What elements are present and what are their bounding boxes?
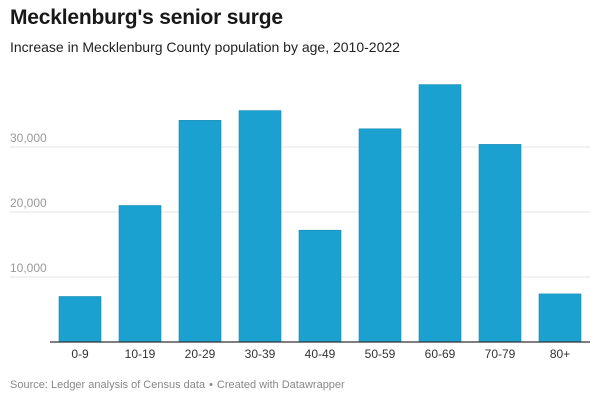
bar xyxy=(538,293,582,343)
x-tick-label: 70-79 xyxy=(485,347,516,361)
bar xyxy=(298,229,342,343)
chart-subtitle: Increase in Mecklenburg County populatio… xyxy=(10,39,400,55)
x-tick-label: 30-39 xyxy=(245,347,276,361)
bar xyxy=(358,128,402,343)
x-tick-label: 20-29 xyxy=(185,347,216,361)
bar xyxy=(418,84,462,343)
x-tick-label: 0-9 xyxy=(71,347,89,361)
x-tick-label: 80+ xyxy=(550,347,570,361)
footer-separator: • xyxy=(209,379,213,391)
chart-title: Mecklenburg's senior surge xyxy=(10,6,283,29)
x-tick-label: 10-19 xyxy=(125,347,156,361)
y-tick-label: 30,000 xyxy=(10,131,47,145)
x-tick-label: 40-49 xyxy=(305,347,336,361)
x-tick-label: 50-59 xyxy=(365,347,396,361)
bar xyxy=(238,110,282,343)
y-tick-label: 10,000 xyxy=(10,261,47,275)
source-note: Source: Ledger analysis of Census data xyxy=(10,379,206,391)
bar xyxy=(118,205,162,343)
credit-note: Created with Datawrapper xyxy=(216,379,345,391)
bar xyxy=(58,296,102,343)
y-tick-label: 20,000 xyxy=(10,196,47,210)
bar xyxy=(178,120,222,343)
bar xyxy=(478,144,522,343)
x-tick-label: 60-69 xyxy=(425,347,456,361)
chart-footer: Source: Ledger analysis of Census data • C… xyxy=(10,379,345,391)
